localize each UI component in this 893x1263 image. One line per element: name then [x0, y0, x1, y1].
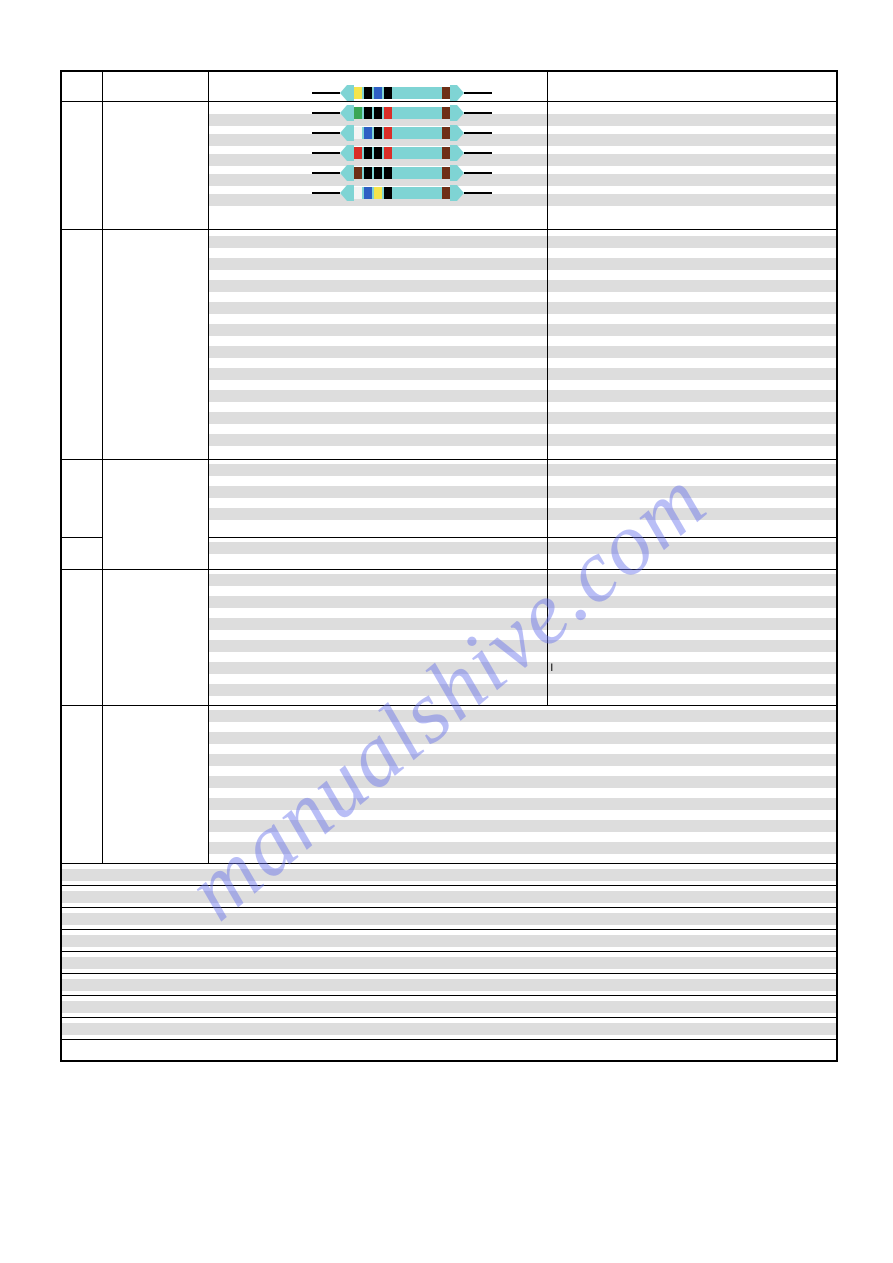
table-row [61, 1039, 837, 1061]
resistor-row [312, 105, 492, 121]
resistor-row [312, 165, 492, 181]
resistor-diagram [312, 85, 512, 205]
resistor-row [312, 85, 492, 101]
table-row [61, 995, 837, 1017]
table-row [61, 705, 837, 863]
table-row: I [61, 569, 837, 705]
table-row [61, 229, 837, 459]
table-row [61, 951, 837, 973]
resistor-row [312, 125, 492, 141]
tick-mark: I [550, 662, 553, 674]
table-row [61, 973, 837, 995]
table-row [61, 885, 837, 907]
table-row [61, 929, 837, 951]
table-row [61, 907, 837, 929]
table-row [61, 459, 837, 537]
resistor-row [312, 185, 492, 201]
table-row [61, 863, 837, 885]
table-row [61, 1017, 837, 1039]
page: I [0, 0, 893, 1263]
resistor-row [312, 145, 492, 161]
spec-table: I [60, 70, 838, 1062]
